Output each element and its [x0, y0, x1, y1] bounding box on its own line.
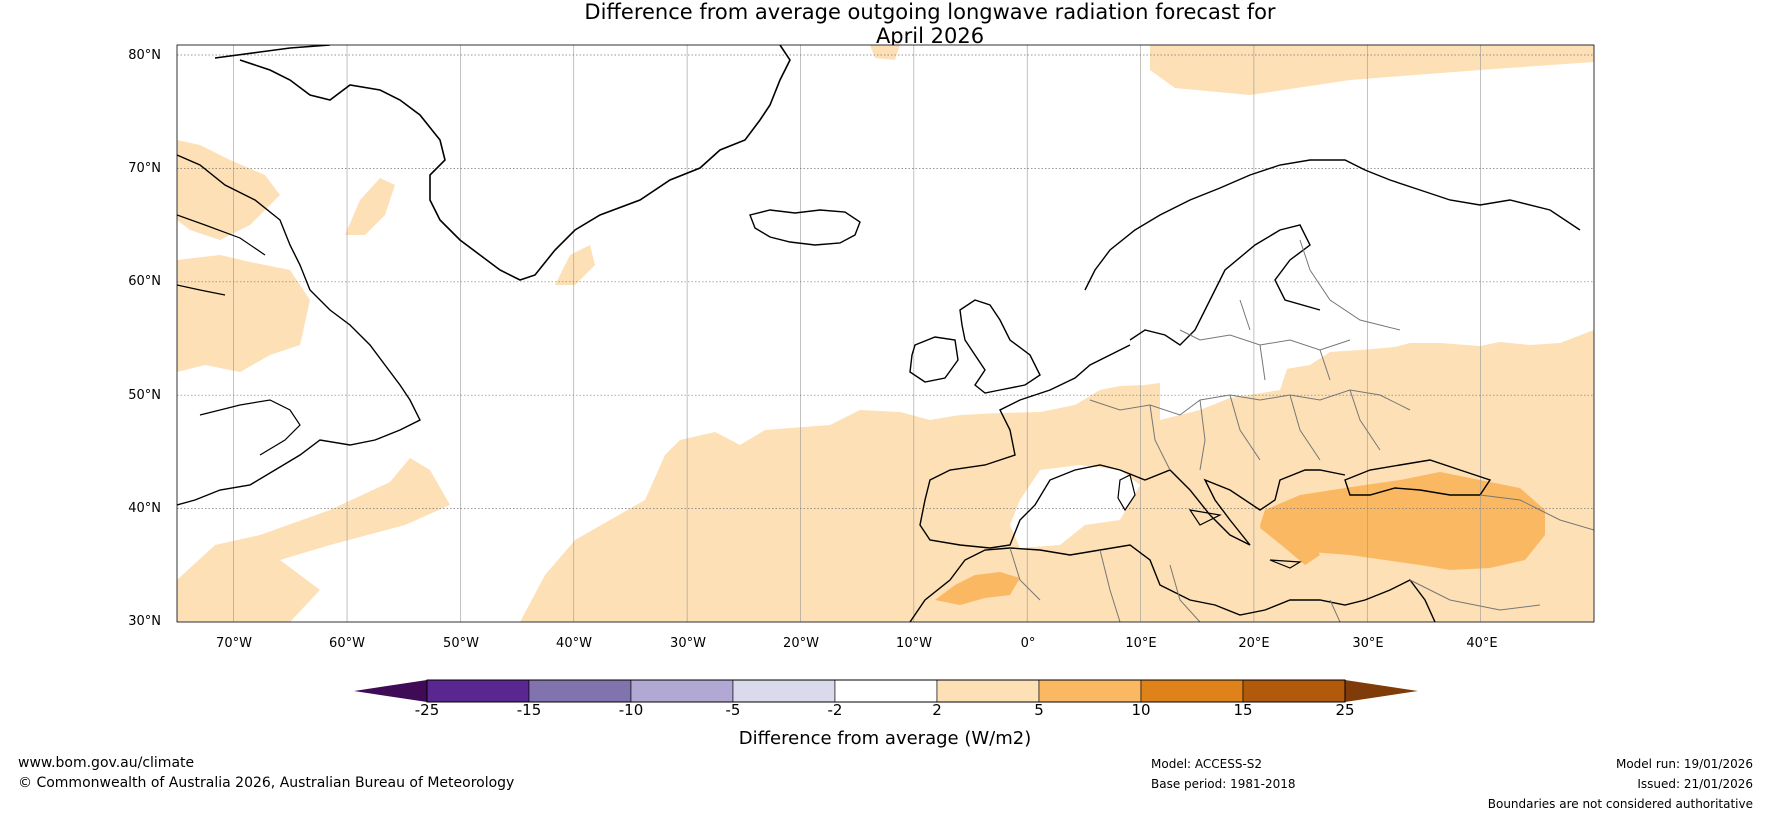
colorbar-cell [1140, 679, 1244, 703]
colorbar-label: -5 [725, 701, 741, 719]
colorbar-label: 5 [1034, 701, 1044, 719]
colorbar-label: 25 [1335, 701, 1355, 719]
lon-label-40e: 40°E [1466, 636, 1498, 651]
anomaly-region-west-atlantic [177, 458, 450, 622]
footer-base-period: Base period: 1981-2018 [1151, 777, 1296, 791]
map-title-line2: April 2026 [875, 24, 985, 48]
lon-label-60w: 60°W [329, 636, 365, 651]
colorbar-cell [1242, 679, 1346, 703]
colorbar-extend-max [1345, 680, 1418, 702]
colorbar-cell [732, 679, 836, 703]
footer-copyright: © Commonwealth of Australia 2026, Austra… [18, 775, 515, 791]
anomaly-region-greenland-south [555, 245, 595, 285]
anomaly-region-svalbard [1150, 45, 1594, 95]
lat-label-60: 60°N [128, 274, 161, 289]
near-normal-western-med [1010, 465, 1140, 548]
footer-issued: Issued: 21/01/2026 [1637, 777, 1753, 791]
borders-africa-middle-east [1009, 494, 1594, 622]
anomaly-region-morocco [935, 572, 1020, 605]
lat-label-80: 80°N [128, 48, 161, 63]
lon-label-70w: 70°W [216, 636, 252, 651]
coastline-scandinavia [1084, 159, 1581, 346]
anomaly-region-labrador [177, 255, 310, 372]
coastline-iceland [749, 209, 861, 246]
lat-label-50: 50°N [128, 388, 161, 403]
lon-label-50w: 50°W [443, 636, 479, 651]
footer-model-run: Model run: 19/01/2026 [1615, 757, 1753, 771]
colorbar-title: Difference from average (W/m2) [738, 728, 1032, 749]
lon-label-0: 0° [1020, 636, 1036, 651]
anomaly-region-aegean [1260, 510, 1320, 565]
colorbar-label: -15 [516, 701, 542, 719]
map-title-line1: Difference from average outgoing longwav… [584, 0, 1276, 24]
lat-label-30: 30°N [128, 614, 161, 629]
lat-label-40: 40°N [128, 501, 161, 516]
anomaly-region-jan-mayen [870, 45, 900, 60]
coastline-europe-atlantic [919, 344, 1346, 549]
coastline-africa [909, 544, 1436, 622]
anomaly-region-turkey [1260, 472, 1545, 570]
colorbar [354, 679, 1418, 703]
colorbar-cell [936, 679, 1040, 703]
coastline-labrador [177, 214, 301, 456]
coastline-ireland [909, 336, 959, 383]
colorbar-cell [1038, 679, 1142, 703]
colorbar-frame [426, 679, 1346, 703]
lat-label-70: 70°N [128, 161, 161, 176]
coastline-baffin [177, 154, 421, 506]
colorbar-cell [630, 679, 734, 703]
anomaly-shading [177, 45, 1594, 622]
coastline-islands-med [1117, 474, 1302, 569]
lon-label-30w: 30°W [670, 636, 706, 651]
colorbar-label: 15 [1233, 701, 1253, 719]
colorbar-cell [426, 679, 530, 703]
colorbar-cell [528, 679, 632, 703]
footer-model: Model: ACCESS-S2 [1151, 757, 1263, 771]
lon-label-20w: 20°W [783, 636, 819, 651]
borders-europe [1089, 239, 1411, 471]
colorbar-extend-min [354, 680, 427, 702]
lon-label-40w: 40°W [556, 636, 592, 651]
graticule [177, 45, 1594, 622]
colorbar-label: 2 [932, 701, 942, 719]
anomaly-region-baffin [177, 140, 280, 240]
colorbar-cell [834, 679, 938, 703]
anomaly-region-davis-strait [345, 178, 395, 235]
footer-disclaimer: Boundaries are not considered authoritat… [1487, 797, 1753, 811]
map-frame [176, 44, 1595, 623]
map-title: Difference from average outgoing longwav… [0, 0, 1770, 48]
country-borders [1009, 239, 1594, 622]
lon-label-10e: 10°E [1125, 636, 1157, 651]
coastline-greenland [214, 45, 791, 281]
near-normal-central-europe [1160, 350, 1290, 420]
lon-label-20e: 20°E [1238, 636, 1270, 651]
colorbar-label: -10 [618, 701, 644, 719]
colorbar-label: 10 [1131, 701, 1151, 719]
colorbar-label: -2 [827, 701, 843, 719]
footer-website: www.bom.gov.au/climate [18, 755, 195, 771]
lon-label-10w: 10°W [896, 636, 932, 651]
lon-label-30e: 30°E [1352, 636, 1384, 651]
coastline-britain [959, 299, 1041, 394]
coastlines [177, 45, 1581, 622]
colorbar-label: -25 [414, 701, 440, 719]
